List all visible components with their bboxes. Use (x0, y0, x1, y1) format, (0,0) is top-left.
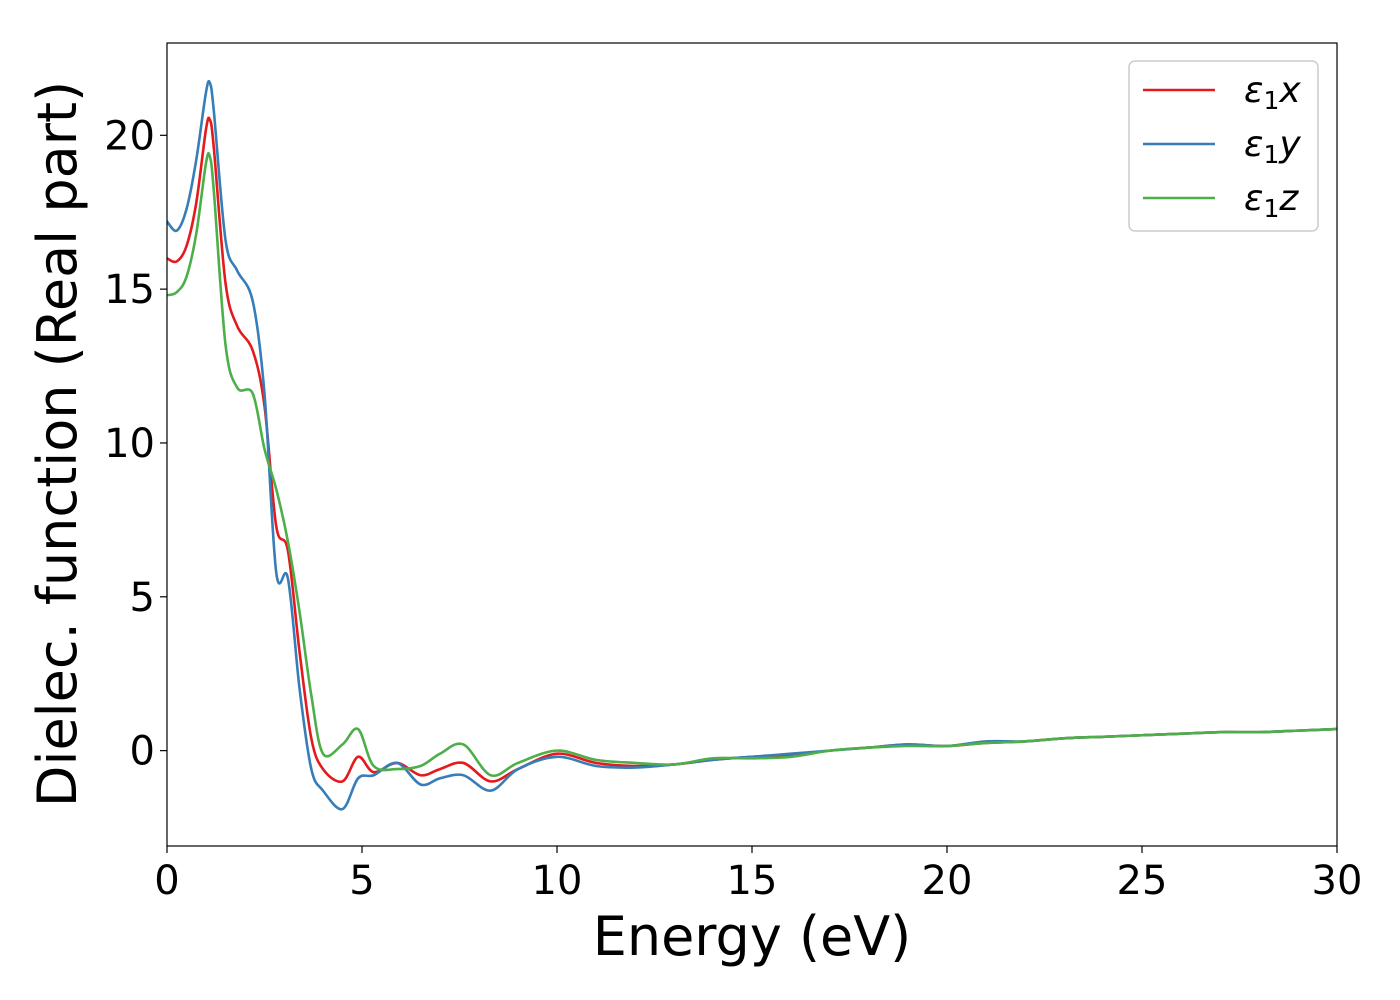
x-tick-label: 10 (532, 858, 583, 904)
x-tick-label: 20 (922, 858, 973, 904)
y-tick-label: 5 (130, 575, 155, 621)
x-tick-label: 30 (1312, 858, 1363, 904)
x-tick-label: 25 (1117, 858, 1168, 904)
series-line-z (167, 152, 1337, 778)
legend-label-z: ε1z (1244, 178, 1299, 223)
legend-box (1128, 60, 1319, 232)
y-axis: 0 5 10 15 20 (104, 113, 167, 775)
x-tick-label: 5 (349, 858, 374, 904)
legend-label-x: ε1x (1244, 70, 1301, 115)
y-axis-title: Dielec. function (Real part) (26, 81, 89, 807)
legend-label-y: ε1y (1244, 124, 1301, 169)
y-tick-label: 0 (130, 729, 155, 775)
x-tick-label: 15 (727, 858, 778, 904)
y-tick-label: 20 (104, 113, 155, 159)
y-tick-label: 15 (104, 267, 155, 313)
x-axis-title: Energy (eV) (593, 905, 912, 968)
legend: ε1x ε1y ε1z (1128, 60, 1319, 232)
y-tick-label: 10 (104, 421, 155, 467)
x-tick-label: 0 (154, 858, 179, 904)
series-layer (167, 79, 1337, 811)
x-axis: 0 5 10 15 20 25 30 (154, 846, 1362, 904)
